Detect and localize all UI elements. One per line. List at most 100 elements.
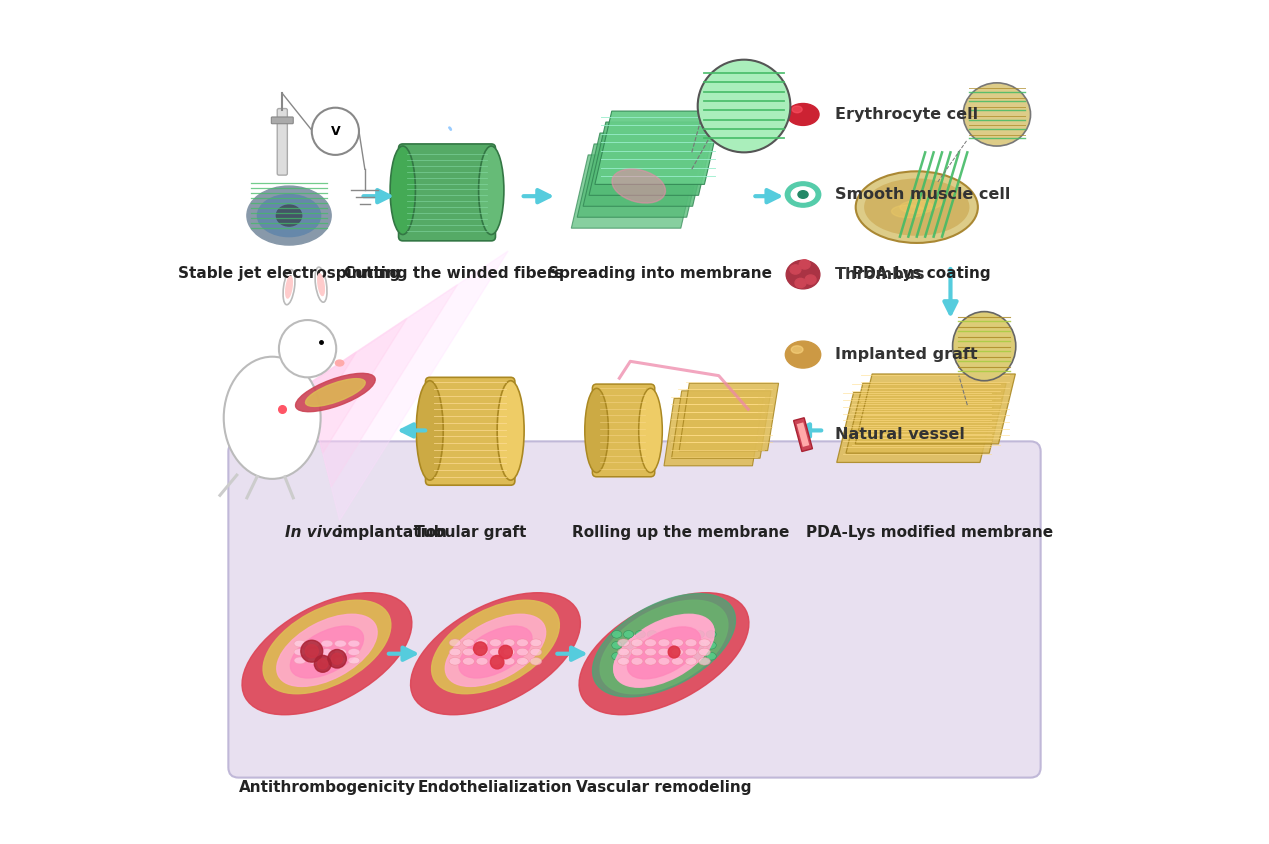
Ellipse shape (490, 639, 501, 647)
Ellipse shape (348, 641, 360, 647)
Ellipse shape (645, 657, 656, 665)
FancyBboxPatch shape (425, 377, 515, 485)
Polygon shape (589, 122, 716, 195)
Ellipse shape (530, 639, 542, 647)
Ellipse shape (321, 641, 332, 647)
Circle shape (317, 659, 327, 669)
Text: Cutting the winded fibers: Cutting the winded fibers (344, 266, 563, 281)
Ellipse shape (631, 657, 643, 665)
Polygon shape (571, 155, 698, 228)
Ellipse shape (416, 381, 443, 480)
Text: PDA-Lys coating: PDA-Lys coating (851, 266, 990, 281)
Ellipse shape (963, 83, 1030, 146)
Ellipse shape (799, 260, 810, 269)
Ellipse shape (636, 630, 646, 638)
Ellipse shape (794, 279, 806, 288)
Ellipse shape (892, 205, 925, 218)
FancyBboxPatch shape (228, 441, 1041, 777)
Polygon shape (582, 133, 709, 206)
Text: PDA-Lys modified membrane: PDA-Lys modified membrane (806, 525, 1053, 540)
Ellipse shape (627, 626, 700, 678)
Text: Endothelialization: Endothelialization (418, 780, 572, 795)
Ellipse shape (286, 276, 292, 298)
Ellipse shape (294, 649, 306, 656)
Ellipse shape (478, 146, 504, 235)
Ellipse shape (698, 639, 711, 647)
Polygon shape (836, 392, 997, 463)
Ellipse shape (792, 187, 815, 202)
Ellipse shape (909, 197, 942, 209)
Ellipse shape (585, 388, 608, 473)
Ellipse shape (503, 657, 515, 665)
Ellipse shape (671, 657, 684, 665)
Text: Thrombus: Thrombus (835, 267, 925, 282)
Ellipse shape (683, 630, 693, 638)
Circle shape (327, 650, 346, 668)
Ellipse shape (449, 657, 461, 665)
Ellipse shape (698, 648, 711, 656)
Ellipse shape (242, 592, 412, 715)
Ellipse shape (623, 641, 633, 649)
Ellipse shape (612, 169, 665, 203)
Ellipse shape (623, 652, 633, 660)
Ellipse shape (694, 641, 704, 649)
Ellipse shape (694, 652, 704, 660)
Ellipse shape (645, 648, 656, 656)
Ellipse shape (786, 181, 821, 207)
Ellipse shape (449, 639, 461, 647)
Circle shape (301, 641, 322, 663)
Ellipse shape (614, 614, 714, 686)
Ellipse shape (516, 657, 528, 665)
Ellipse shape (294, 641, 306, 647)
Ellipse shape (636, 641, 646, 649)
Ellipse shape (291, 626, 363, 678)
Ellipse shape (645, 639, 656, 647)
Text: Antithrombogenicity: Antithrombogenicity (239, 780, 415, 795)
Ellipse shape (694, 630, 704, 638)
Ellipse shape (348, 657, 360, 664)
Polygon shape (846, 383, 1006, 453)
Ellipse shape (659, 648, 670, 656)
Ellipse shape (671, 652, 681, 660)
Ellipse shape (223, 357, 321, 479)
Polygon shape (855, 374, 1015, 444)
Ellipse shape (317, 273, 325, 295)
Text: Rolling up the membrane: Rolling up the membrane (572, 525, 789, 540)
Ellipse shape (335, 649, 346, 656)
Ellipse shape (659, 652, 669, 660)
Ellipse shape (600, 600, 728, 694)
Polygon shape (306, 318, 407, 453)
Circle shape (473, 642, 487, 656)
Circle shape (306, 645, 319, 657)
Polygon shape (797, 422, 810, 447)
Ellipse shape (307, 657, 320, 664)
Ellipse shape (476, 639, 487, 647)
Ellipse shape (647, 641, 657, 649)
Ellipse shape (463, 639, 475, 647)
Ellipse shape (706, 652, 716, 660)
Ellipse shape (638, 388, 662, 473)
Ellipse shape (348, 649, 360, 656)
FancyBboxPatch shape (398, 144, 495, 241)
Ellipse shape (530, 657, 542, 665)
Ellipse shape (294, 657, 306, 664)
Ellipse shape (659, 657, 670, 665)
Text: Spreading into membrane: Spreading into membrane (548, 266, 772, 281)
Ellipse shape (631, 648, 643, 656)
Circle shape (499, 646, 513, 659)
Text: In vivo: In vivo (284, 525, 343, 540)
Ellipse shape (263, 600, 391, 694)
Ellipse shape (683, 652, 693, 660)
Ellipse shape (614, 615, 714, 687)
Polygon shape (679, 383, 779, 451)
Ellipse shape (671, 639, 684, 647)
Ellipse shape (307, 649, 320, 656)
Ellipse shape (463, 648, 475, 656)
Ellipse shape (476, 648, 487, 656)
Ellipse shape (247, 186, 331, 245)
Ellipse shape (445, 614, 546, 686)
Text: Tubular graft: Tubular graft (414, 525, 527, 540)
Polygon shape (306, 251, 508, 521)
Circle shape (669, 647, 680, 658)
Ellipse shape (855, 171, 978, 243)
